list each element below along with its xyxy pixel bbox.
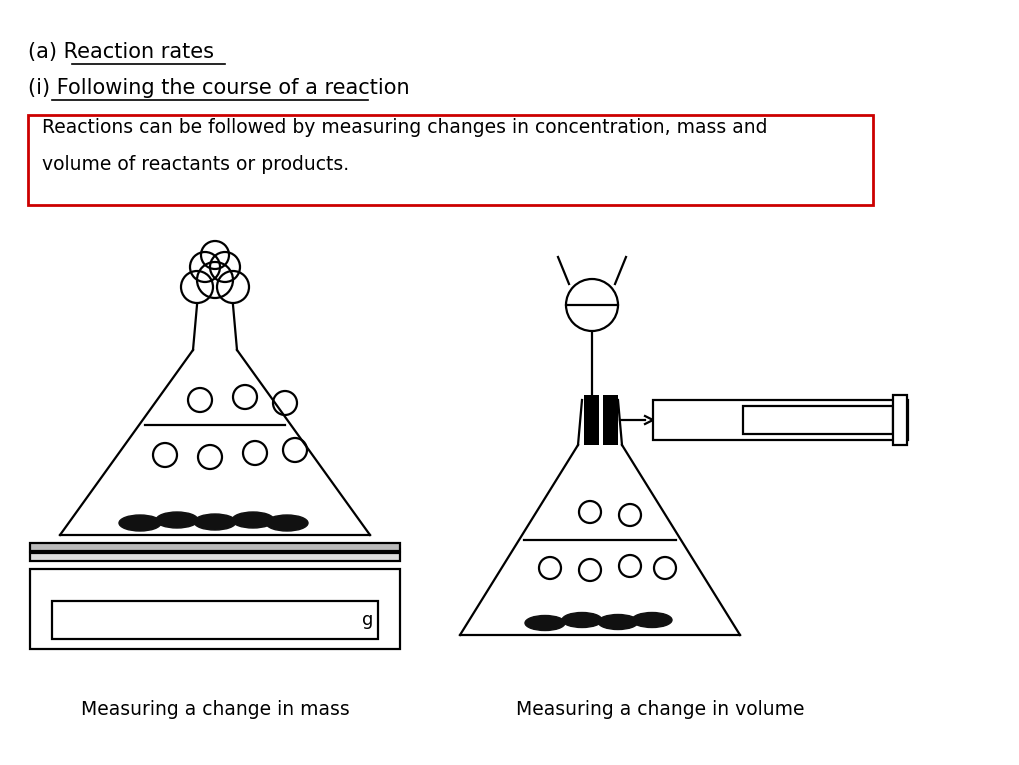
FancyBboxPatch shape [28, 115, 872, 205]
Text: (a) Reaction rates: (a) Reaction rates [28, 42, 214, 62]
Ellipse shape [231, 512, 274, 528]
Bar [30, 553, 399, 561]
Bar [892, 395, 906, 445]
Bar [30, 569, 399, 649]
Bar [584, 395, 598, 445]
Bar [602, 395, 618, 445]
Text: volume of reactants or products.: volume of reactants or products. [42, 155, 348, 174]
Bar [652, 400, 907, 440]
Ellipse shape [525, 616, 565, 630]
Ellipse shape [597, 614, 637, 630]
Circle shape [197, 262, 232, 298]
Ellipse shape [119, 515, 161, 531]
Circle shape [217, 271, 249, 303]
Ellipse shape [561, 613, 601, 627]
Bar [52, 601, 378, 639]
Text: g: g [362, 611, 373, 629]
Ellipse shape [194, 514, 235, 530]
Circle shape [566, 279, 618, 331]
Circle shape [180, 271, 213, 303]
Circle shape [201, 241, 229, 269]
Bar [742, 406, 892, 434]
Text: Measuring a change in mass: Measuring a change in mass [81, 700, 350, 719]
Circle shape [190, 252, 220, 282]
Ellipse shape [266, 515, 308, 531]
Bar [30, 543, 399, 551]
Ellipse shape [632, 613, 672, 627]
Text: (i) Following the course of a reaction: (i) Following the course of a reaction [28, 78, 410, 98]
Text: Measuring a change in volume: Measuring a change in volume [516, 700, 803, 719]
Circle shape [210, 252, 239, 282]
Text: Reactions can be followed by measuring changes in concentration, mass and: Reactions can be followed by measuring c… [42, 118, 766, 137]
Ellipse shape [156, 512, 198, 528]
